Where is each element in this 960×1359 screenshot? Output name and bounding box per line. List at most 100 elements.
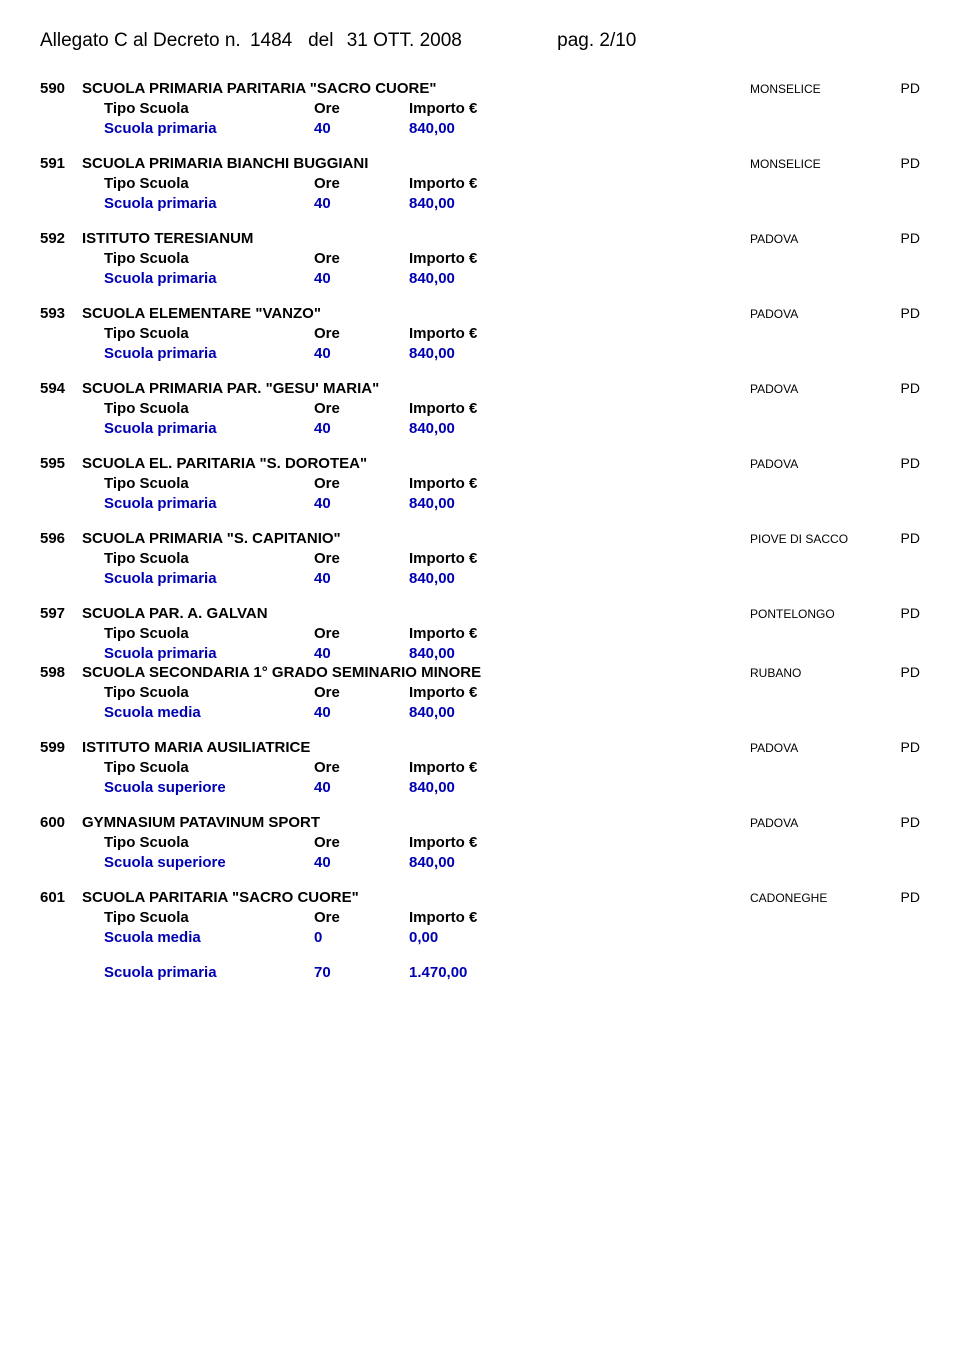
col-tipo-scuola: Tipo Scuola xyxy=(104,475,314,492)
entry-province: PD xyxy=(890,664,920,680)
col-importo: Importo € xyxy=(409,550,529,567)
entry-location: PADOVA xyxy=(750,741,890,755)
data-row: Scuola primaria40840,00 xyxy=(40,120,920,137)
col-tipo-scuola: Tipo Scuola xyxy=(104,684,314,701)
entry-location: PADOVA xyxy=(750,307,890,321)
entry-location: MONSELICE xyxy=(750,82,890,96)
col-tipo-scuola: Tipo Scuola xyxy=(104,175,314,192)
col-importo: Importo € xyxy=(409,400,529,417)
col-importo: Importo € xyxy=(409,909,529,926)
entry-id: 590 xyxy=(40,80,82,97)
row-importo: 840,00 xyxy=(409,195,529,212)
sub-header: Tipo ScuolaOreImporto € xyxy=(40,834,920,851)
sub-header: Tipo ScuolaOreImporto € xyxy=(40,250,920,267)
row-importo: 840,00 xyxy=(409,779,529,796)
row-ore: 40 xyxy=(314,854,409,871)
entry-header: 599ISTITUTO MARIA AUSILIATRICEPADOVAPD xyxy=(40,739,920,756)
col-ore: Ore xyxy=(314,100,409,117)
col-importo: Importo € xyxy=(409,475,529,492)
row-importo: 840,00 xyxy=(409,645,529,662)
col-importo: Importo € xyxy=(409,759,529,776)
row-ore: 0 xyxy=(314,929,409,946)
sub-header: Tipo ScuolaOreImporto € xyxy=(40,684,920,701)
col-ore: Ore xyxy=(314,834,409,851)
col-ore: Ore xyxy=(314,475,409,492)
decree-date: 31 OTT. 2008 xyxy=(347,30,462,52)
row-ore: 40 xyxy=(314,195,409,212)
row-ore: 40 xyxy=(314,495,409,512)
col-tipo-scuola: Tipo Scuola xyxy=(104,625,314,642)
entry-id: 595 xyxy=(40,455,82,472)
entry-location: MONSELICE xyxy=(750,157,890,171)
data-row: Scuola primaria40840,00 xyxy=(40,495,920,512)
entry: 593SCUOLA ELEMENTARE "VANZO"PADOVAPD Tipo… xyxy=(40,305,920,362)
row-ore: 40 xyxy=(314,645,409,662)
entry-id: 601 xyxy=(40,889,82,906)
entry-location: PADOVA xyxy=(750,816,890,830)
entry-province: PD xyxy=(890,530,920,546)
entry-name: GYMNASIUM PATAVINUM SPORT xyxy=(82,814,750,831)
row-type: Scuola superiore xyxy=(104,854,314,871)
entry-name: SCUOLA ELEMENTARE "VANZO" xyxy=(82,305,750,322)
col-tipo-scuola: Tipo Scuola xyxy=(104,759,314,776)
row-importo: 840,00 xyxy=(409,270,529,287)
entry-name: SCUOLA PRIMARIA "S. CAPITANIO" xyxy=(82,530,750,547)
entry-header: 600GYMNASIUM PATAVINUM SPORTPADOVAPD xyxy=(40,814,920,831)
sub-header: Tipo ScuolaOreImporto € xyxy=(40,100,920,117)
row-type: Scuola primaria xyxy=(104,195,314,212)
entry-name: SCUOLA PAR. A. GALVAN xyxy=(82,605,750,622)
entry-id: 598 xyxy=(40,664,82,681)
col-ore: Ore xyxy=(314,550,409,567)
col-tipo-scuola: Tipo Scuola xyxy=(104,325,314,342)
data-row: Scuola primaria701.470,00 xyxy=(40,964,920,981)
col-importo: Importo € xyxy=(409,684,529,701)
row-type: Scuola primaria xyxy=(104,270,314,287)
col-importo: Importo € xyxy=(409,250,529,267)
row-type: Scuola superiore xyxy=(104,779,314,796)
sub-header: Tipo ScuolaOreImporto € xyxy=(40,759,920,776)
col-tipo-scuola: Tipo Scuola xyxy=(104,834,314,851)
entry-id: 593 xyxy=(40,305,82,322)
row-importo: 840,00 xyxy=(409,345,529,362)
entry-location: CADONEGHE xyxy=(750,891,890,905)
entry-name: SCUOLA PARITARIA "SACRO CUORE" xyxy=(82,889,750,906)
entry-header: 595SCUOLA EL. PARITARIA "S. DOROTEA"PADO… xyxy=(40,455,920,472)
row-type: Scuola media xyxy=(104,704,314,721)
col-tipo-scuola: Tipo Scuola xyxy=(104,250,314,267)
entry-province: PD xyxy=(890,605,920,621)
row-importo: 840,00 xyxy=(409,704,529,721)
entry-province: PD xyxy=(890,455,920,471)
entry-header: 596SCUOLA PRIMARIA "S. CAPITANIO"PIOVE D… xyxy=(40,530,920,547)
entry: 600GYMNASIUM PATAVINUM SPORTPADOVAPD Tipo… xyxy=(40,814,920,871)
row-type: Scuola primaria xyxy=(104,964,314,981)
entry-province: PD xyxy=(890,889,920,905)
decree-number: 1484 xyxy=(250,30,292,52)
col-importo: Importo € xyxy=(409,325,529,342)
entry-name: SCUOLA PRIMARIA PARITARIA "SACRO CUORE" xyxy=(82,80,750,97)
entries-list: 590SCUOLA PRIMARIA PARITARIA "SACRO CUOR… xyxy=(40,80,920,981)
sub-header: Tipo ScuolaOreImporto € xyxy=(40,625,920,642)
row-ore: 40 xyxy=(314,779,409,796)
col-importo: Importo € xyxy=(409,625,529,642)
row-type: Scuola primaria xyxy=(104,120,314,137)
entry: 594SCUOLA PRIMARIA PAR. "GESU' MARIA"PAD… xyxy=(40,380,920,437)
entry-province: PD xyxy=(890,305,920,321)
data-row: Scuola media40840,00 xyxy=(40,704,920,721)
date-prefix: del xyxy=(308,30,333,51)
entry-location: PADOVA xyxy=(750,457,890,471)
row-importo: 840,00 xyxy=(409,854,529,871)
data-row: Scuola primaria40840,00 xyxy=(40,420,920,437)
data-row: Scuola primaria40840,00 xyxy=(40,345,920,362)
col-ore: Ore xyxy=(314,909,409,926)
sub-header: Tipo ScuolaOreImporto € xyxy=(40,400,920,417)
entry: 592ISTITUTO TERESIANUMPADOVAPDTipo Scuol… xyxy=(40,230,920,287)
row-ore: 40 xyxy=(314,120,409,137)
entry-location: RUBANO xyxy=(750,666,890,680)
entry: 595SCUOLA EL. PARITARIA "S. DOROTEA"PADO… xyxy=(40,455,920,512)
entry-location: PADOVA xyxy=(750,382,890,396)
row-ore: 70 xyxy=(314,964,409,981)
row-importo: 840,00 xyxy=(409,570,529,587)
entry-location: PONTELONGO xyxy=(750,607,890,621)
col-tipo-scuola: Tipo Scuola xyxy=(104,550,314,567)
col-ore: Ore xyxy=(314,400,409,417)
